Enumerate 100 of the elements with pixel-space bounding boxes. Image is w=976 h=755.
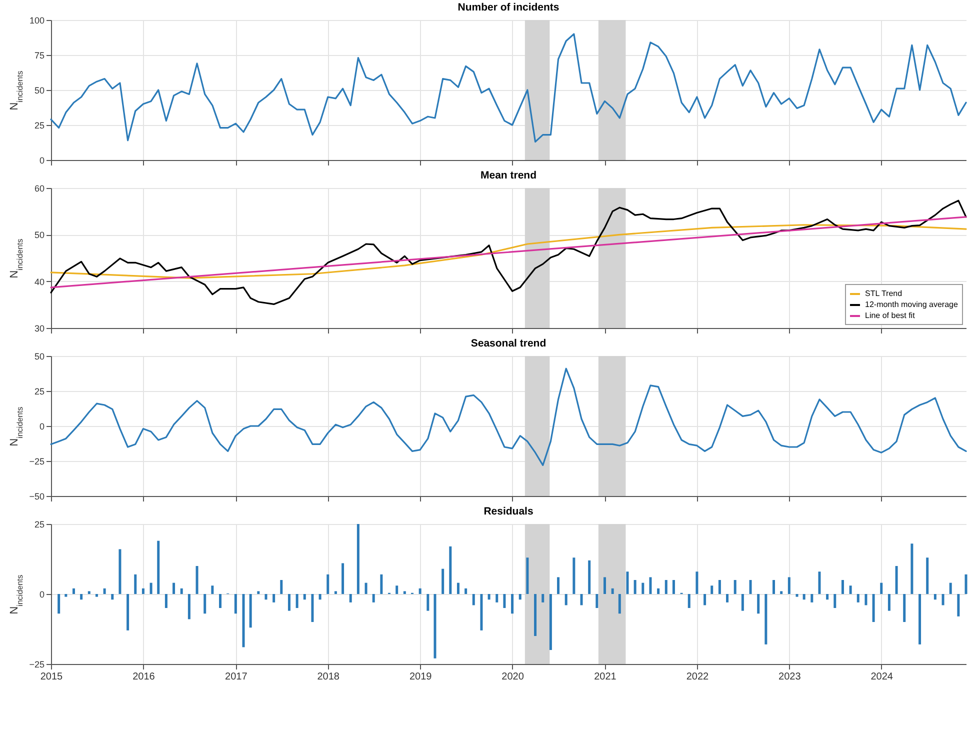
bar [80,594,83,600]
bar [126,594,130,630]
bar [910,544,914,594]
bar [672,580,675,594]
bar [164,594,168,608]
bar [704,594,706,606]
y-tick-label: 0 [39,590,44,600]
legend-label: 12-month moving average [865,300,958,309]
bar [88,591,90,594]
bar [634,580,636,594]
x-tick-label: 2023 [778,672,802,682]
bar [856,594,860,602]
x-tick-label: 2024 [870,672,894,682]
bar [926,558,929,594]
bar [288,594,290,611]
bar [888,594,890,611]
bar [188,594,190,620]
bar [464,588,468,594]
bar [272,594,276,602]
bar [142,588,144,594]
bar [549,594,552,650]
bar [349,594,352,602]
x-tick-label: 2016 [132,672,156,682]
bar [334,591,337,594]
bar [64,594,68,597]
y-tick-label: 0 [39,156,44,166]
x-tick-label: 2018 [317,672,340,682]
bar [580,594,583,606]
bar [764,594,768,644]
bar [688,594,690,608]
bar [264,594,268,600]
y-tick-label: 25 [34,520,44,530]
bar [472,594,475,606]
bar [526,558,529,594]
y-tick-label: 50 [34,230,44,240]
x-tick-label: 2022 [686,672,710,682]
y-tick-label: 100 [29,16,44,26]
bar [249,594,252,628]
bar [380,574,383,594]
x-tick-label: 2015 [40,672,64,682]
bar [534,594,537,636]
bar [880,582,883,594]
bar [710,586,714,594]
bar [796,594,798,597]
legend-label: Line of best fit [865,311,916,320]
x-tick-label: 2019 [409,672,432,682]
bar [211,586,214,594]
y-tick-label: 75 [34,50,44,60]
bar [618,594,621,614]
bar [964,574,968,594]
bar [749,580,752,594]
chart-title: Seasonal trend [470,338,546,350]
bar [326,574,330,594]
bar [802,594,806,600]
bar [364,582,368,594]
bar [942,594,944,606]
x-tick-label: 2020 [502,672,524,682]
bar [872,594,875,622]
bar [611,588,614,594]
bar [219,594,222,608]
y-tick-label: 50 [34,86,44,96]
bar [204,594,206,614]
bar [918,594,922,644]
bar [234,594,237,614]
bar [849,586,852,594]
bar [150,582,152,594]
bar [657,588,660,594]
bar [442,568,444,594]
y-tick-label: 50 [34,352,44,362]
bar [564,594,568,606]
y-tick-label: −50 [29,492,44,502]
bar [718,580,721,594]
bar [157,540,160,594]
bar [772,580,776,594]
bar [95,594,98,597]
x-tick-label: 2021 [594,672,617,682]
bar [741,594,744,611]
line-series [50,224,967,279]
bar [864,594,868,606]
chart-title: Residuals [484,506,534,518]
y-tick-label: 0 [39,422,44,432]
bar [726,594,729,602]
bar [542,594,544,602]
bar [503,594,506,608]
bar [134,574,137,594]
bar [356,524,360,594]
bar [903,594,906,622]
bar [518,594,522,600]
y-tick-label: 25 [34,120,44,130]
bar [949,582,952,594]
y-tick-label: 60 [34,184,44,194]
bar [426,594,430,611]
bar [318,594,322,600]
bar [649,577,652,594]
chart-title: Number of incidents [458,2,560,14]
bar [196,566,198,594]
bar [604,577,606,594]
bar [311,594,314,622]
bar [280,580,283,594]
bar [396,586,398,594]
